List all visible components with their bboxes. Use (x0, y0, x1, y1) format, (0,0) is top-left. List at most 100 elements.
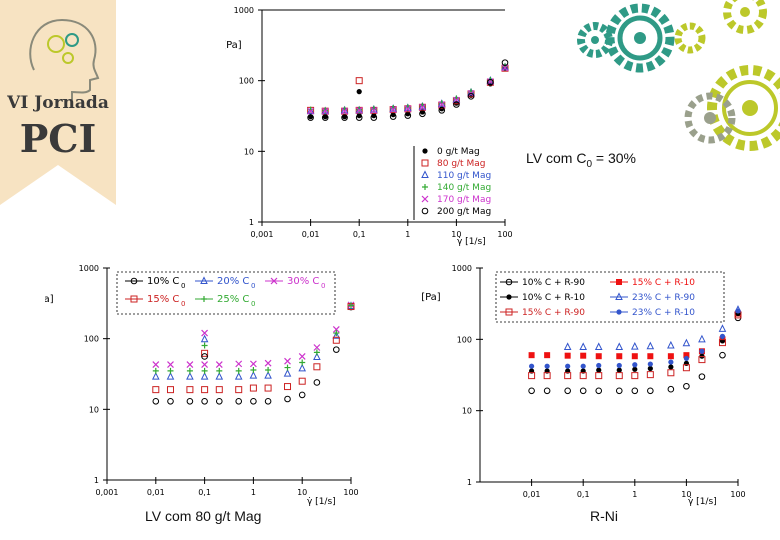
y-tick-label: 100 (239, 77, 254, 86)
series-4 (307, 64, 509, 115)
caption-top-tail: = 30% (592, 150, 636, 166)
data-point (630, 342, 639, 350)
x-tick-label: 0,01 (523, 490, 541, 499)
data-point (370, 106, 378, 114)
logo-line1: VI Jornada (6, 93, 109, 113)
x-tick-label: 100 (730, 490, 745, 499)
data-point (616, 362, 622, 369)
data-point (284, 364, 291, 371)
data-point (298, 353, 306, 360)
legend-swatch (421, 207, 429, 215)
legend-subscript: 0 (181, 282, 185, 290)
outlier-point (355, 77, 363, 85)
data-point (215, 361, 223, 368)
data-point (152, 367, 159, 374)
gear-icon (577, 22, 613, 58)
caption-top-sub: 0 (586, 158, 592, 170)
legend-subscript: 0 (321, 282, 325, 290)
y-tick-label: 1000 (452, 264, 472, 273)
data-point (667, 369, 675, 377)
data-point (595, 372, 603, 380)
data-point (298, 363, 307, 372)
data-point (201, 397, 208, 405)
chart-right: 1 10 100 1000 0,01 0,1 1 10 100 τ [Pa] γ̇ [1/s] 10%… (420, 264, 746, 507)
data-point (201, 361, 209, 368)
data-point (235, 386, 243, 394)
series-3 (563, 305, 742, 351)
data-point (152, 361, 160, 368)
data-point (355, 114, 363, 121)
outlier-point (201, 329, 209, 337)
data-point (718, 339, 726, 347)
legend-label: 20% C (217, 276, 249, 287)
data-point (283, 369, 292, 377)
data-point (668, 364, 674, 370)
data-point (487, 78, 494, 86)
legend-swatch (421, 159, 429, 167)
legend-label: 30% C (287, 276, 319, 287)
data-point (186, 397, 194, 405)
outlier-point (201, 349, 209, 357)
legend-label: 10% C + R-90 (522, 278, 585, 288)
data-point (563, 342, 572, 351)
data-point (631, 372, 639, 380)
data-point (201, 386, 209, 394)
data-point (307, 107, 315, 115)
data-point (390, 112, 396, 118)
data-point (215, 372, 224, 380)
y-tick-label: 1 (94, 476, 99, 485)
legend-box (116, 271, 336, 315)
legend: 10% C + R-90 15% C + R-10 10% C + R-10 23% … (495, 271, 725, 323)
legend-subscript: 0 (251, 282, 255, 290)
legend-label: 15% C + R-10 (632, 278, 695, 288)
caption-left: LV com 80 g/t Mag (145, 508, 262, 524)
data-point (594, 342, 603, 351)
legend-swatch (505, 278, 513, 286)
legend-swatch (130, 295, 138, 303)
data-point (632, 366, 638, 372)
data-point (264, 370, 272, 379)
gear-icon (723, 0, 767, 34)
legend-label: 23% C + R-10 (632, 308, 695, 318)
caption-top-main: LV com C (526, 150, 587, 166)
data-point (501, 64, 509, 72)
data-point (419, 110, 426, 118)
x-tick-label: 100 (343, 488, 358, 497)
data-point (356, 113, 362, 119)
data-point (333, 346, 340, 353)
caption-top: LV com C0 = 30% (526, 150, 636, 170)
data-point (332, 331, 341, 339)
legend-swatch (615, 292, 623, 300)
outlier-point (356, 89, 362, 95)
legend-swatch (505, 308, 513, 316)
legend-swatch (506, 294, 512, 300)
data-point (683, 355, 689, 362)
data-point (151, 372, 160, 380)
y-tick-label: 10 (244, 147, 254, 156)
data-point (249, 370, 258, 379)
y-tick-label: 1000 (234, 6, 254, 15)
data-point (544, 352, 551, 359)
data-point (215, 386, 223, 394)
logo-badge-shape (0, 0, 116, 205)
data-point (543, 372, 551, 380)
data-point (698, 356, 706, 364)
data-point (529, 363, 535, 369)
data-point (298, 391, 306, 399)
data-point (682, 364, 690, 372)
x-tick-label: 0,1 (198, 488, 211, 497)
data-point (719, 333, 726, 339)
head-gears-icon (29, 18, 100, 100)
data-point (404, 112, 412, 119)
data-point (616, 353, 623, 360)
data-point (596, 367, 602, 373)
outlier-point (201, 353, 208, 360)
data-point (646, 371, 654, 379)
data-point (250, 397, 257, 405)
data-point (631, 387, 639, 395)
data-point (565, 363, 571, 369)
data-point (332, 336, 340, 344)
data-point (321, 114, 329, 121)
data-point (615, 342, 624, 351)
